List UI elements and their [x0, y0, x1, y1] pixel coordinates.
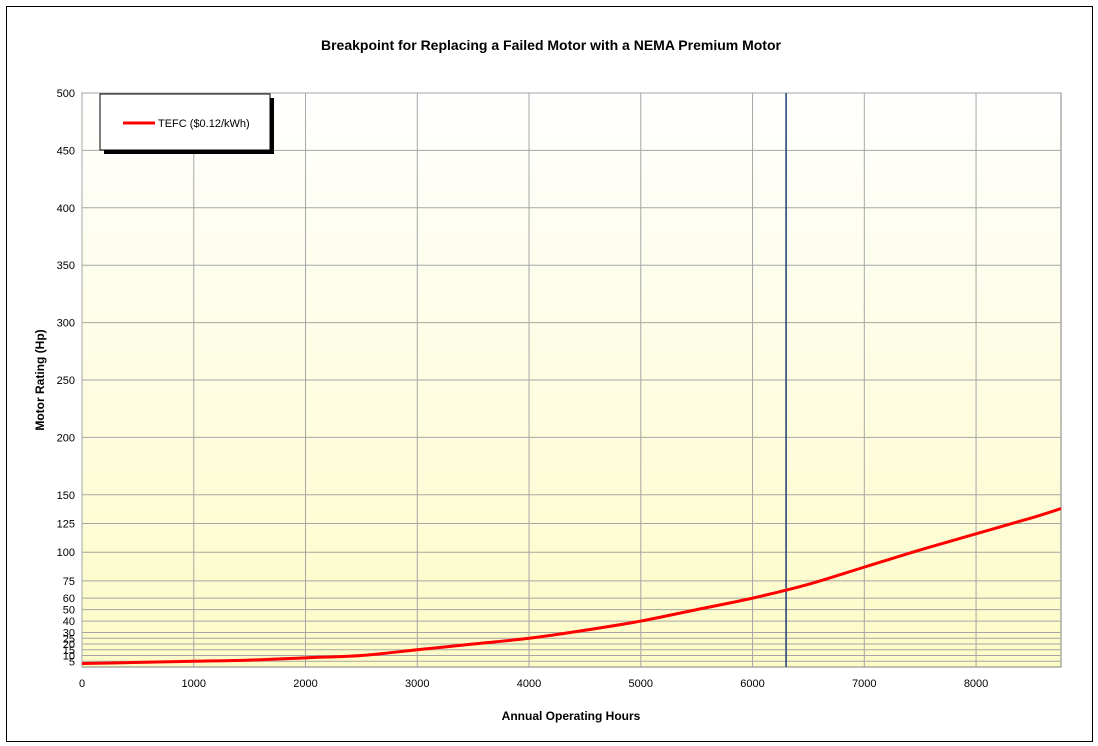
x-tick-label: 2000	[293, 678, 317, 690]
y-tick-label: 125	[57, 519, 75, 531]
y-tick-label: 450	[57, 145, 75, 157]
y-tick-label: 200	[57, 432, 75, 444]
y-tick-label: 30	[63, 628, 75, 640]
y-tick-label: 5	[69, 656, 75, 668]
x-tick-label: 0	[79, 678, 85, 690]
x-tick-label: 7000	[852, 678, 876, 690]
y-tick-label: 100	[57, 547, 75, 559]
y-tick-label: 300	[57, 318, 75, 330]
y-tick-label: 150	[57, 490, 75, 502]
breakpoint-chart: Breakpoint for Replacing a Failed Motor …	[33, 37, 1062, 723]
chart-frame: Breakpoint for Replacing a Failed Motor …	[6, 6, 1093, 742]
y-tick-label: 40	[63, 616, 75, 628]
y-tick-label: 250	[57, 375, 75, 387]
x-axis-title: Annual Operating Hours	[502, 709, 641, 723]
series-line-tefc	[81, 507, 1062, 666]
y-tick-label: 60	[63, 593, 75, 605]
y-tick-label: 500	[57, 88, 75, 100]
legend-label-tefc: TEFC ($0.12/kWh)	[158, 118, 250, 130]
x-tick-labels: 0 1000 2000 3000 4000 5000 6000 7000 8000	[79, 678, 988, 690]
y-tick-label: 20	[63, 639, 75, 651]
x-tick-label: 4000	[517, 678, 541, 690]
x-tick-label: 8000	[964, 678, 988, 690]
y-tick-label: 50	[63, 605, 75, 617]
x-tick-label: 5000	[629, 678, 653, 690]
chart-title: Breakpoint for Replacing a Failed Motor …	[321, 37, 782, 53]
y-tick-label: 350	[57, 260, 75, 272]
legend: TEFC ($0.12/kWh)	[99, 93, 274, 154]
y-tick-label: 75	[63, 576, 75, 588]
x-tick-label: 6000	[740, 678, 764, 690]
y-tick-label: 10	[63, 651, 75, 663]
y-tick-label: 400	[57, 203, 75, 215]
x-tick-label: 3000	[405, 678, 429, 690]
y-gridlines	[82, 92, 1061, 662]
x-tick-label: 1000	[182, 678, 206, 690]
y-tick-label: 25	[63, 633, 75, 645]
y-tick-label: 15	[63, 645, 75, 657]
y-axis-title: Motor Rating (Hp)	[33, 329, 47, 430]
x-gridlines	[81, 93, 977, 667]
